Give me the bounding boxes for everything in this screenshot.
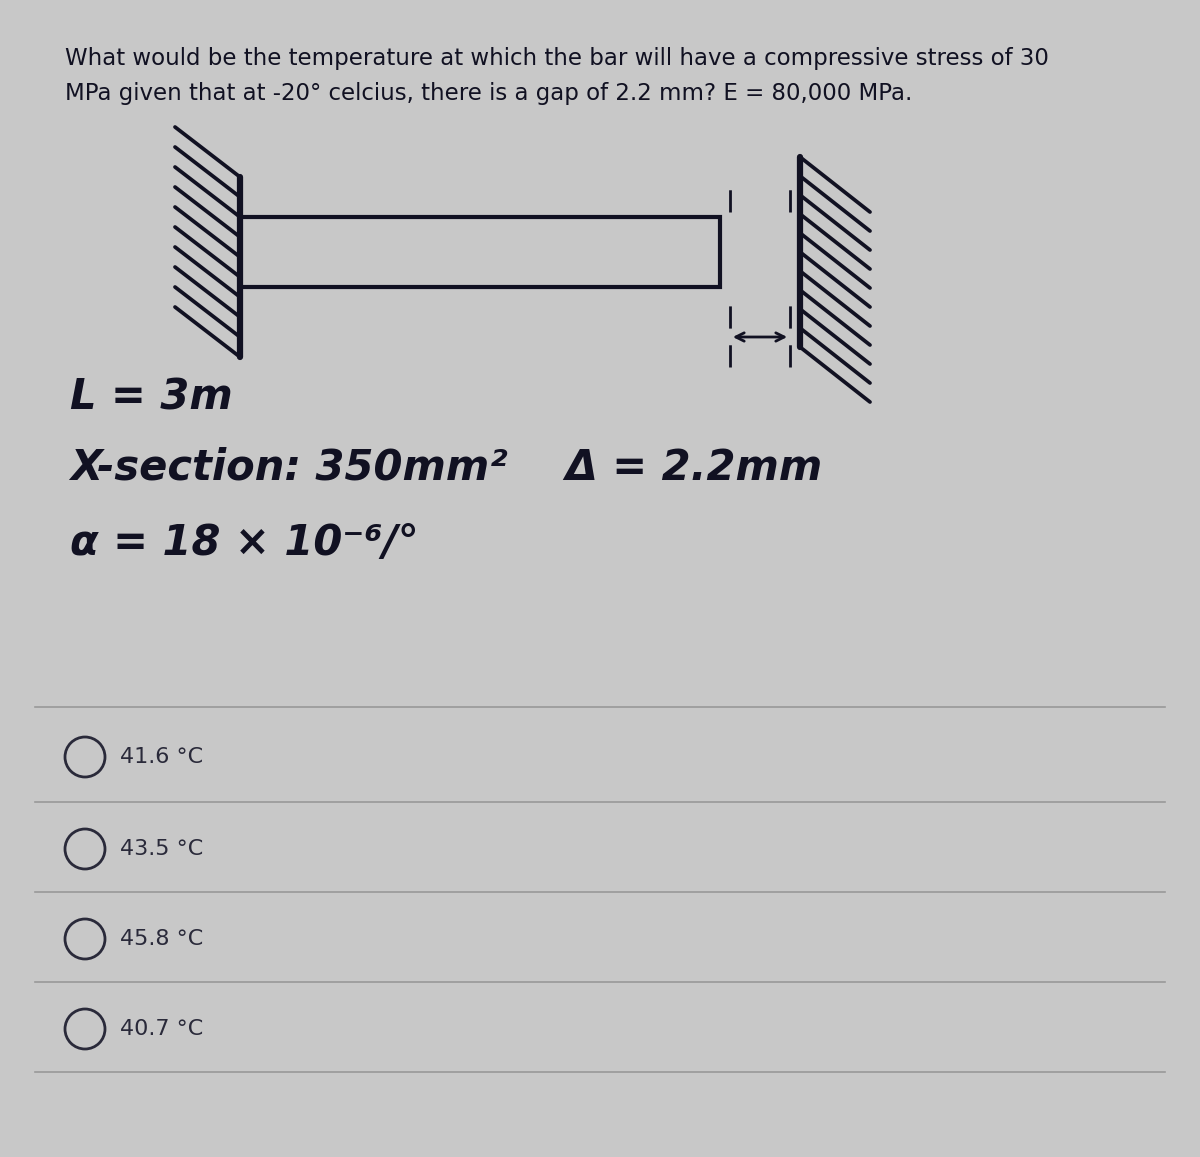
Text: MPa given that at -20° celcius, there is a gap of 2.2 mm? E = 80,000 MPa.: MPa given that at -20° celcius, there is… bbox=[65, 82, 912, 105]
Text: X-section: 350mm²    Δ = 2.2mm: X-section: 350mm² Δ = 2.2mm bbox=[70, 447, 822, 489]
Text: What would be the temperature at which the bar will have a compressive stress of: What would be the temperature at which t… bbox=[65, 47, 1049, 71]
Text: 45.8 °C: 45.8 °C bbox=[120, 929, 203, 949]
Text: 41.6 °C: 41.6 °C bbox=[120, 747, 203, 767]
Bar bbox=[240, 218, 720, 287]
Text: 40.7 °C: 40.7 °C bbox=[120, 1019, 203, 1039]
Text: 43.5 °C: 43.5 °C bbox=[120, 839, 203, 858]
Text: L = 3m: L = 3m bbox=[70, 377, 233, 419]
Text: α = 18 × 10⁻⁶/°: α = 18 × 10⁻⁶/° bbox=[70, 522, 419, 563]
